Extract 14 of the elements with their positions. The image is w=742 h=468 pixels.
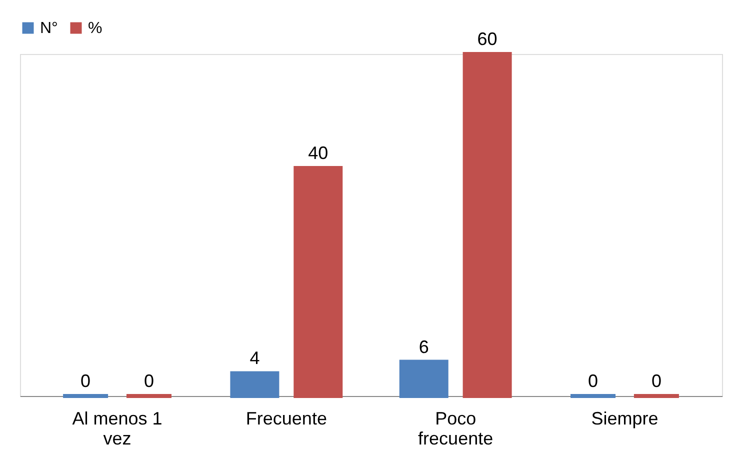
data-label: 4 bbox=[250, 348, 260, 368]
data-label: 6 bbox=[418, 336, 429, 357]
x-tick-label: Poco frecuente bbox=[418, 408, 494, 448]
legend-label: N° bbox=[40, 20, 58, 37]
x-tick-label: Al menos 1 vez bbox=[72, 408, 162, 448]
data-label: 60 bbox=[477, 29, 498, 49]
data-label: 40 bbox=[308, 143, 328, 163]
data-label: 0 bbox=[80, 371, 91, 391]
data-label: 0 bbox=[144, 371, 154, 391]
x-tick-label: Frecuente bbox=[246, 408, 327, 428]
legend-label: % bbox=[88, 20, 102, 37]
data-label: 0 bbox=[651, 371, 662, 391]
data-label: 0 bbox=[588, 371, 598, 391]
x-tick-label: Siempre bbox=[591, 408, 658, 428]
